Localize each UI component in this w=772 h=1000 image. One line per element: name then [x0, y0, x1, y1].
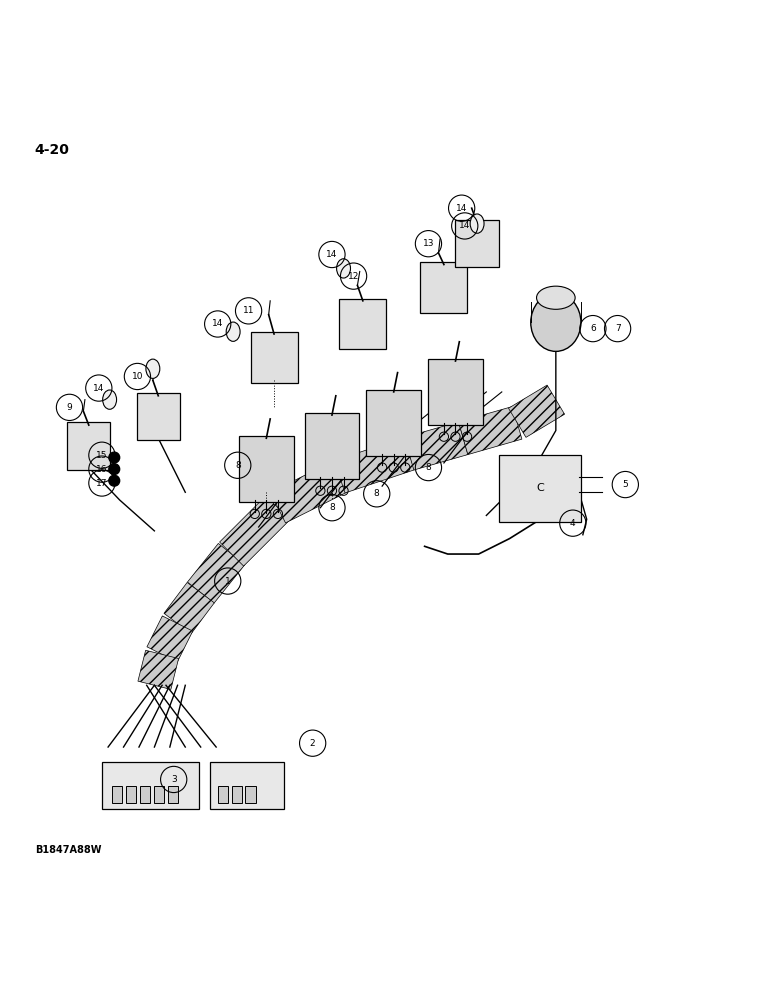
Text: 8: 8	[374, 489, 380, 498]
Text: B1847A88W: B1847A88W	[35, 845, 101, 855]
Circle shape	[109, 452, 120, 463]
Text: 1: 1	[225, 577, 231, 586]
FancyBboxPatch shape	[239, 436, 293, 502]
Polygon shape	[509, 385, 564, 437]
Text: 9: 9	[66, 403, 73, 412]
Polygon shape	[188, 543, 245, 603]
Ellipse shape	[337, 259, 350, 278]
Text: 13: 13	[423, 239, 434, 248]
Text: 8: 8	[329, 503, 335, 512]
FancyBboxPatch shape	[339, 299, 386, 349]
FancyBboxPatch shape	[455, 220, 499, 267]
FancyBboxPatch shape	[250, 332, 297, 383]
Text: 3: 3	[171, 775, 177, 784]
Ellipse shape	[530, 293, 581, 351]
Bar	[126, 786, 136, 803]
Bar	[245, 786, 256, 803]
Polygon shape	[164, 582, 215, 634]
Text: 14: 14	[212, 319, 223, 328]
Text: 8: 8	[235, 461, 241, 470]
Bar	[154, 786, 164, 803]
Ellipse shape	[226, 322, 240, 341]
FancyBboxPatch shape	[102, 762, 199, 809]
Text: 7: 7	[615, 324, 621, 333]
Text: 5: 5	[622, 480, 628, 489]
Bar	[140, 786, 150, 803]
Text: 11: 11	[243, 306, 254, 315]
Bar	[112, 786, 122, 803]
Ellipse shape	[146, 359, 160, 378]
Text: 14: 14	[456, 204, 467, 213]
Circle shape	[109, 475, 120, 486]
Text: 17: 17	[96, 479, 107, 488]
Polygon shape	[138, 650, 178, 689]
Text: 8: 8	[425, 463, 432, 472]
Polygon shape	[219, 496, 290, 566]
FancyBboxPatch shape	[304, 413, 359, 479]
Polygon shape	[334, 438, 415, 493]
Ellipse shape	[537, 286, 575, 309]
Text: C: C	[537, 483, 544, 493]
Circle shape	[109, 464, 120, 475]
Text: 4: 4	[570, 519, 576, 528]
Polygon shape	[459, 406, 522, 455]
FancyBboxPatch shape	[428, 359, 483, 425]
Bar	[218, 786, 228, 803]
Text: 14: 14	[93, 384, 104, 393]
FancyBboxPatch shape	[366, 390, 422, 456]
Text: 14: 14	[459, 221, 470, 230]
Bar	[232, 786, 242, 803]
Text: 12: 12	[348, 272, 359, 281]
Polygon shape	[405, 422, 468, 470]
FancyBboxPatch shape	[499, 455, 581, 522]
Text: 16: 16	[96, 465, 107, 474]
Text: 10: 10	[132, 372, 143, 381]
Polygon shape	[147, 616, 193, 662]
Ellipse shape	[103, 390, 117, 409]
Polygon shape	[270, 462, 347, 523]
Text: 4-20: 4-20	[35, 143, 69, 157]
FancyBboxPatch shape	[137, 393, 180, 440]
Text: 15: 15	[96, 451, 107, 460]
Bar	[168, 786, 178, 803]
Ellipse shape	[470, 214, 484, 233]
FancyBboxPatch shape	[67, 422, 110, 470]
FancyBboxPatch shape	[210, 762, 284, 809]
Text: 6: 6	[590, 324, 596, 333]
FancyBboxPatch shape	[420, 262, 467, 313]
Text: 2: 2	[310, 739, 316, 748]
Text: 14: 14	[327, 250, 337, 259]
